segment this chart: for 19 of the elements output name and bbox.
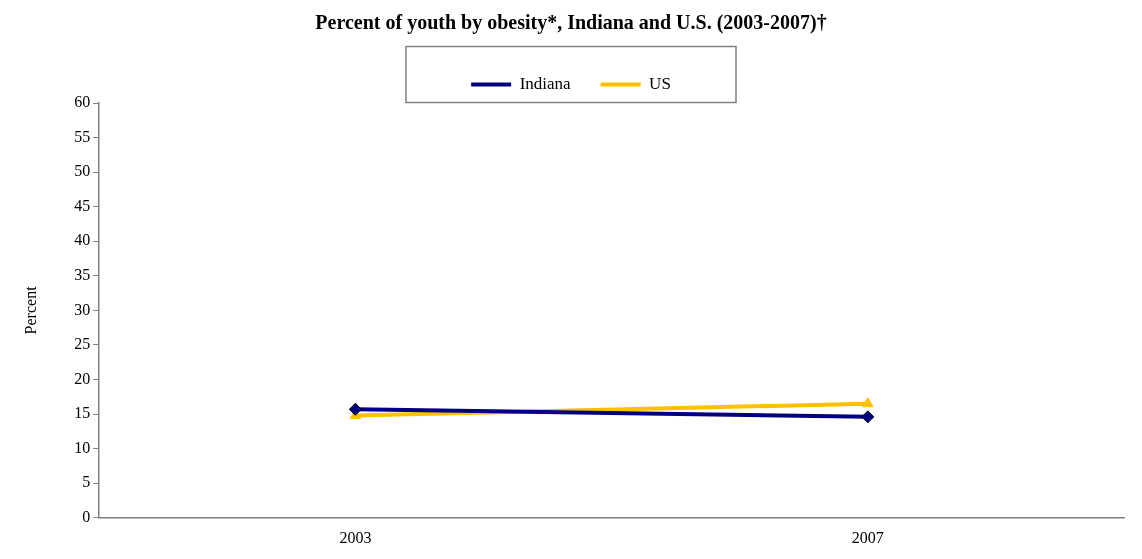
legend-label: US (649, 73, 671, 93)
y-tick-label: 15 (74, 404, 91, 422)
y-tick-label: 45 (74, 196, 91, 214)
y-tick-label: 55 (74, 127, 91, 145)
y-tick-label: 5 (82, 473, 91, 491)
y-axis-title: Percent (21, 285, 39, 335)
y-tick-label: 10 (74, 438, 91, 456)
y-tick-label: 0 (82, 508, 91, 525)
y-tick-label: 20 (74, 369, 91, 387)
y-tick-label: 60 (74, 93, 91, 111)
y-tick-label: 30 (74, 300, 91, 318)
y-tick-label: 50 (74, 162, 91, 180)
legend-label: Indiana (519, 73, 572, 93)
chart-title: Percent of youth by obesity*, Indiana and U.S. (2003-2007)† (315, 11, 827, 35)
y-tick-label: 40 (74, 231, 91, 249)
x-tick-label: 2007 (851, 528, 884, 546)
x-tick-label: 2003 (339, 528, 372, 546)
y-tick-label: 35 (74, 266, 91, 284)
y-tick-label: 25 (74, 335, 91, 353)
